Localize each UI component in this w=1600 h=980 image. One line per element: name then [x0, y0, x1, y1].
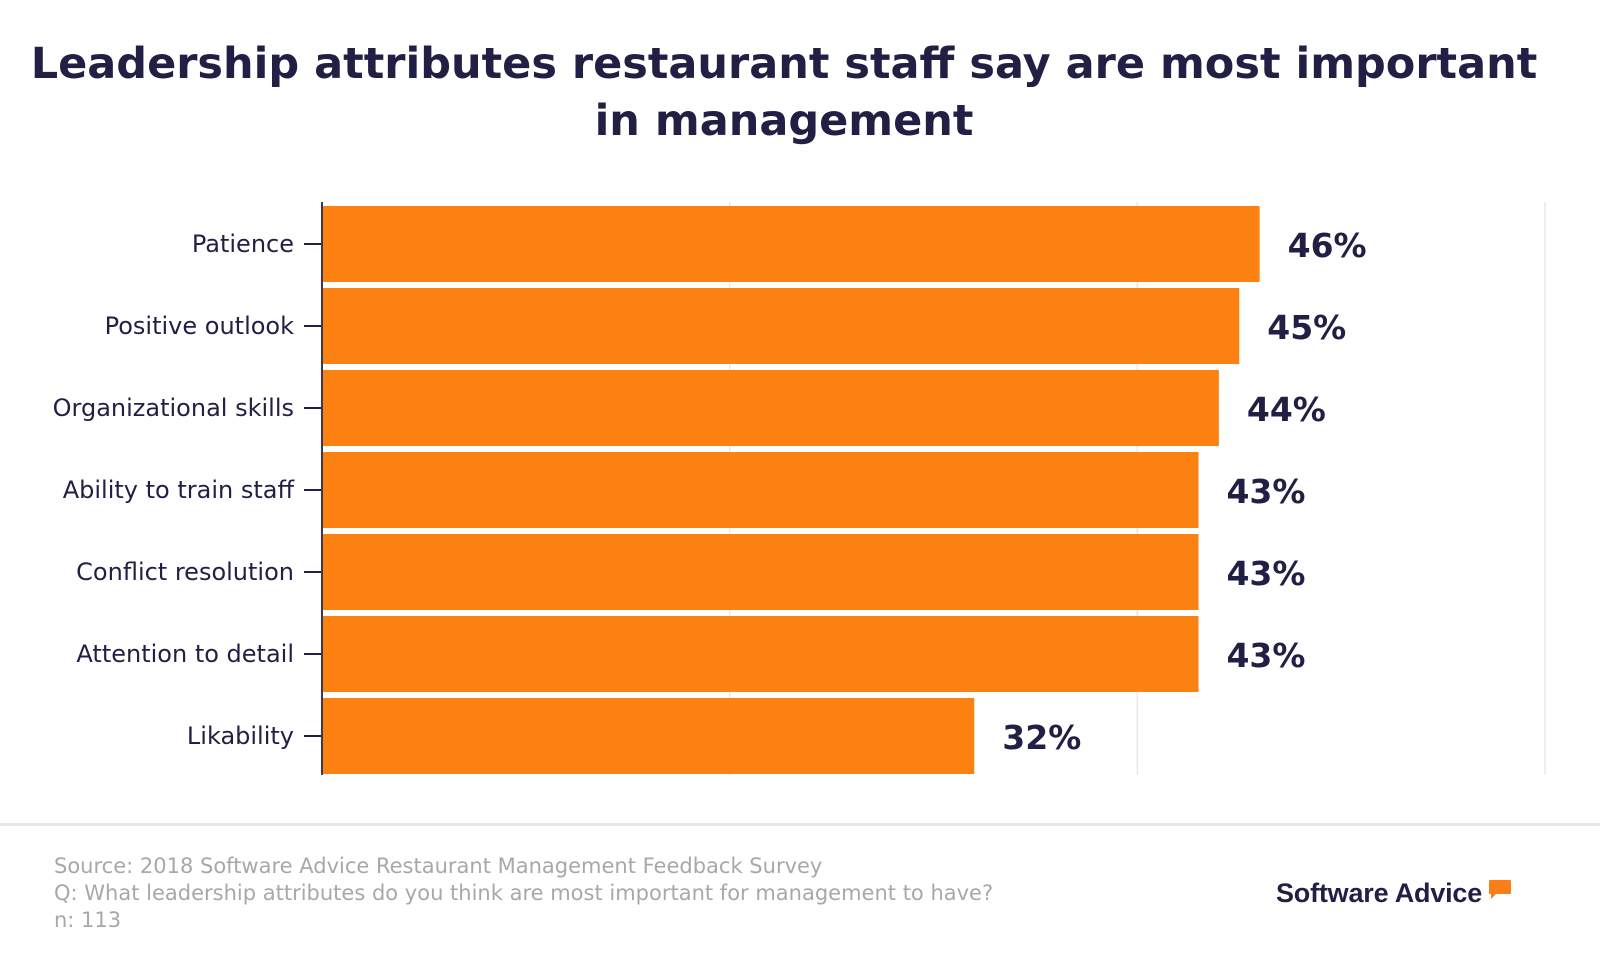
title-line-2: in management: [594, 96, 974, 146]
source-text: Source: 2018 Software Advice Restaurant …: [54, 854, 823, 878]
sample-size-text: n: 113: [54, 908, 122, 932]
question-text: Q: What leadership attributes do you thi…: [54, 881, 994, 905]
bar: [322, 452, 1199, 528]
data-label: 43%: [1226, 636, 1305, 675]
category-label: Organizational skills: [53, 394, 294, 422]
bar-chart: Patience 46% Positive outlook 45% Organizati…: [53, 202, 1546, 775]
data-label: 43%: [1226, 554, 1305, 593]
software-advice-logo: Software Advice: [1276, 878, 1483, 908]
speech-bubble-icon: [1489, 880, 1511, 899]
category-label: Likability: [187, 722, 294, 750]
bar: [322, 206, 1260, 282]
data-label: 46%: [1288, 226, 1367, 265]
category-label: Positive outlook: [105, 312, 294, 340]
bar: [322, 534, 1199, 610]
bar: [322, 370, 1219, 446]
category-label: Ability to train staff: [63, 476, 295, 504]
category-label: Patience: [192, 230, 294, 258]
category-label: Conflict resolution: [76, 558, 294, 586]
bar: [322, 698, 975, 774]
title-line-1: Leadership attributes restaurant staff s…: [30, 39, 1538, 89]
data-label: 45%: [1267, 308, 1346, 347]
chart-title: Leadership attributes restaurant staff s…: [0, 36, 1568, 150]
bar: [322, 616, 1199, 692]
data-label: 32%: [1002, 718, 1081, 757]
data-label: 43%: [1226, 472, 1305, 511]
footer-divider: [0, 823, 1600, 826]
category-label: Attention to detail: [76, 640, 294, 668]
data-label: 44%: [1247, 390, 1326, 429]
bar: [322, 288, 1240, 364]
